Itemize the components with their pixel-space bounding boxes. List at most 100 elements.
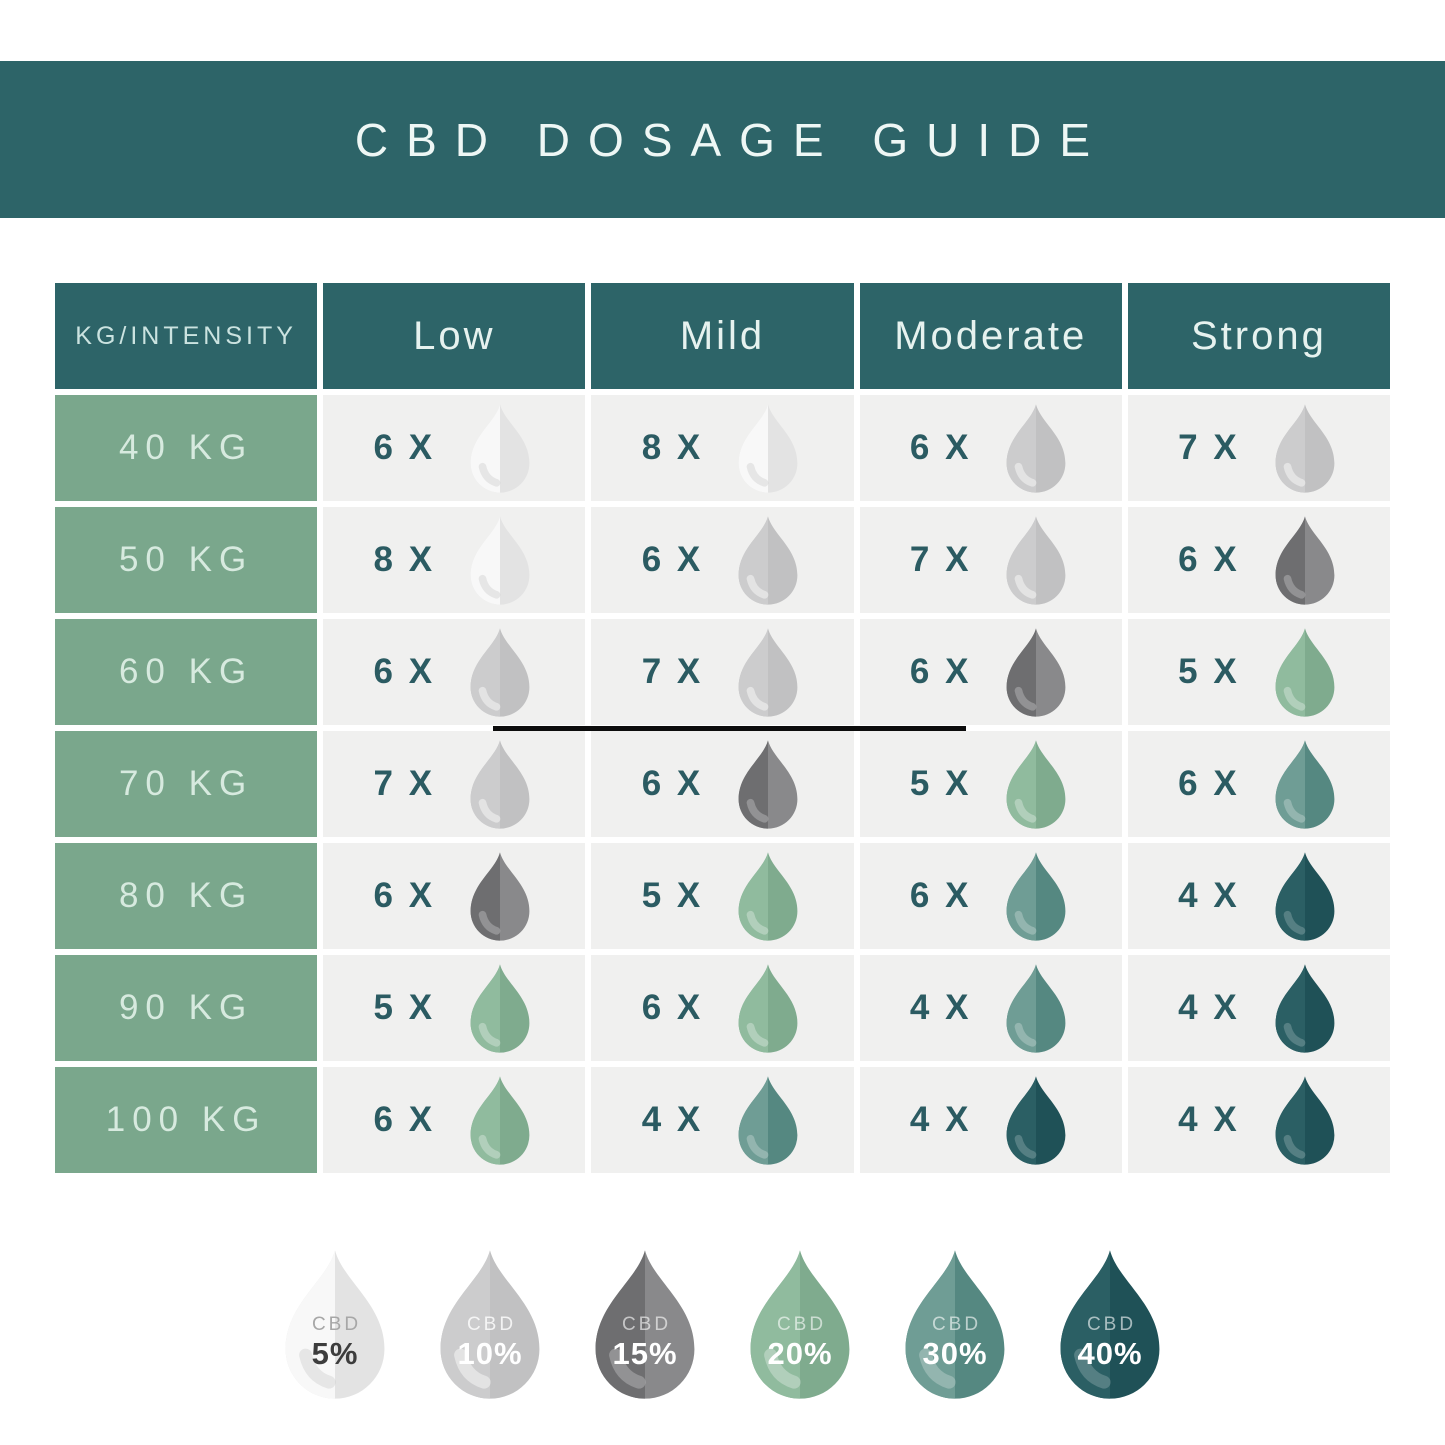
dose-cell: 5 X [1127, 619, 1390, 725]
cbd-label: CBD [311, 1314, 362, 1335]
dose-cell: 5 X [859, 731, 1122, 837]
cbd-drop-icon [1007, 739, 1066, 829]
percent-label: 20% [767, 1336, 833, 1371]
dose-cell: 5 X [591, 843, 854, 949]
cbd-drop-icon [1007, 515, 1066, 605]
cbd-drop-icon [738, 403, 798, 493]
cbd-drop-icon [1275, 515, 1335, 605]
cbd-label: CBD [621, 1314, 672, 1335]
cbd-label: CBD [466, 1314, 517, 1335]
weight-cell: 40 KG [55, 395, 318, 501]
legend-item: CBD 10% [431, 1248, 549, 1401]
dose-count: 5 X [1178, 652, 1240, 691]
cbd-drop-icon [738, 627, 798, 717]
dose-cell: 8 X [591, 395, 854, 501]
cbd-drop-icon [1007, 1075, 1066, 1165]
percent-label: 15% [612, 1336, 678, 1371]
dose-count: 4 X [1178, 1100, 1240, 1139]
dose-cell: 4 X [1127, 843, 1390, 949]
dose-count: 4 X [641, 1100, 704, 1139]
percent-label: 40% [1077, 1336, 1143, 1371]
dose-count: 5 X [909, 764, 972, 803]
page-title: CBD DOSAGE GUIDE [354, 113, 1109, 166]
weight-cell: 60 KG [55, 619, 318, 725]
cbd-drop-icon [750, 1250, 850, 1399]
dose-count: 8 X [641, 428, 704, 467]
cbd-drop-icon [1275, 963, 1335, 1053]
column-header-moderate: Moderate [859, 283, 1122, 389]
cbd-drop-icon [905, 1250, 1005, 1399]
dose-cell: 6 X [591, 955, 854, 1061]
dose-count: 7 X [373, 764, 436, 803]
cbd-drop-icon [1060, 1250, 1160, 1399]
cbd-drop-icon [1275, 1075, 1335, 1165]
dose-cell: 6 X [323, 1067, 586, 1173]
dose-cell: 8 X [323, 507, 586, 613]
dose-count: 6 X [373, 652, 436, 691]
dose-count: 6 X [909, 652, 972, 691]
percent-label: 5% [311, 1336, 359, 1371]
cbd-drop-icon [440, 1250, 540, 1399]
dose-cell: 6 X [323, 395, 586, 501]
cbd-label: CBD [1086, 1314, 1137, 1335]
weight-cell: 70 KG [55, 731, 318, 837]
dose-count: 6 X [1178, 764, 1240, 803]
legend-item: CBD 20% [741, 1248, 859, 1401]
divider-line [493, 726, 966, 731]
dose-cell: 7 X [323, 731, 586, 837]
dose-count: 6 X [641, 764, 704, 803]
dose-cell: 7 X [1127, 395, 1390, 501]
dose-cell: 6 X [591, 731, 854, 837]
dose-count: 8 X [373, 540, 436, 579]
legend-item: CBD 30% [896, 1248, 1014, 1401]
cbd-label: CBD [776, 1314, 827, 1335]
cbd-drop-icon [738, 739, 798, 829]
dose-count: 6 X [373, 428, 436, 467]
dose-cell: 4 X [859, 1067, 1122, 1173]
column-header-kg-intensity: KG/INTENSITY [55, 283, 318, 389]
dose-cell: 6 X [859, 843, 1122, 949]
cbd-drop-icon [470, 627, 530, 717]
dose-cell: 5 X [323, 955, 586, 1061]
cbd-drop-icon [738, 515, 798, 605]
weight-cell: 50 KG [55, 507, 318, 613]
dose-cell: 7 X [859, 507, 1122, 613]
column-header-mild: Mild [591, 283, 854, 389]
cbd-drop-icon [470, 515, 530, 605]
cbd-drop-icon [738, 851, 798, 941]
dose-count: 4 X [1178, 876, 1240, 915]
dose-count: 5 X [641, 876, 704, 915]
weight-cell: 100 KG [55, 1067, 318, 1173]
cbd-strength-legend: CBD 5% CBD 10% CBD 15% CBD 20% CBD 30% CBD 40% [0, 1248, 1445, 1401]
dose-count: 6 X [909, 876, 972, 915]
dose-cell: 6 X [1127, 731, 1390, 837]
dose-count: 6 X [641, 988, 704, 1027]
dose-cell: 6 X [859, 619, 1122, 725]
legend-item: CBD 40% [1051, 1248, 1169, 1401]
legend-item: CBD 5% [276, 1248, 394, 1401]
dose-cell: 4 X [1127, 1067, 1390, 1173]
column-header-strong: Strong [1127, 283, 1390, 389]
cbd-drop-icon [470, 739, 530, 829]
cbd-drop-icon [285, 1250, 385, 1399]
header-banner: CBD DOSAGE GUIDE [0, 61, 1445, 218]
cbd-drop-icon [1007, 627, 1066, 717]
cbd-drop-icon [738, 1075, 798, 1165]
dose-cell: 6 X [859, 395, 1122, 501]
dose-count: 4 X [909, 1100, 972, 1139]
cbd-drop-icon [470, 403, 530, 493]
dosage-table: KG/INTENSITY Low Mild Moderate Strong 40 KG 6 … [55, 283, 1390, 1173]
dose-cell: 6 X [323, 619, 586, 725]
dose-cell: 7 X [591, 619, 854, 725]
dose-count: 4 X [909, 988, 972, 1027]
cbd-drop-icon [1007, 403, 1066, 493]
dose-count: 4 X [1178, 988, 1240, 1027]
cbd-drop-icon [738, 963, 798, 1053]
legend-item: CBD 15% [586, 1248, 704, 1401]
percent-label: 10% [457, 1336, 523, 1371]
dose-cell: 6 X [1127, 507, 1390, 613]
cbd-drop-icon [1007, 851, 1066, 941]
dose-count: 6 X [373, 876, 436, 915]
dose-count: 7 X [641, 652, 704, 691]
